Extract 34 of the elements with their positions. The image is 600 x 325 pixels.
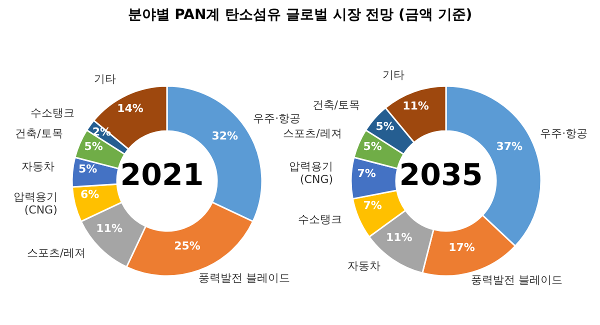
slice-label: 자동차 bbox=[21, 159, 54, 172]
data-label: 14% bbox=[117, 102, 144, 116]
slice-label: 스포츠/레져 bbox=[283, 126, 342, 140]
data-label: 5% bbox=[84, 140, 103, 153]
slice-label: 수소탱크 bbox=[30, 106, 75, 120]
data-label: 11% bbox=[402, 99, 429, 112]
slice-label: 기타 bbox=[94, 72, 116, 85]
data-label: 25% bbox=[174, 240, 200, 253]
slice-label: 압력용기 (CNG) bbox=[13, 190, 58, 216]
slice-label: 압력용기 (CNG) bbox=[289, 160, 334, 186]
data-label: 17% bbox=[448, 241, 475, 254]
slice-label: 풍력발전 블레이드 bbox=[471, 273, 563, 286]
data-label: 5% bbox=[363, 140, 382, 153]
slice-label: 스포츠/레져 bbox=[26, 246, 86, 259]
data-label: 37% bbox=[496, 140, 523, 153]
slice-label: 우주·항공 bbox=[540, 126, 588, 140]
data-label: 11% bbox=[96, 222, 122, 236]
data-label: 32% bbox=[212, 130, 238, 143]
slice-label: 건축/토목 bbox=[15, 126, 63, 140]
data-label: 5% bbox=[376, 120, 394, 134]
slice-label: 우주·항공 bbox=[253, 112, 301, 125]
slice-label: 수소탱크 bbox=[298, 212, 342, 226]
slice-label: 풍력발전 블레이드 bbox=[198, 271, 290, 284]
data-label: 11% bbox=[386, 231, 412, 244]
chart-title: 분야별 PAN계 탄소섬유 글로벌 시장 전망 (금액 기준) bbox=[126, 6, 474, 24]
data-label: 6% bbox=[80, 188, 100, 202]
data-label: 7% bbox=[357, 167, 376, 180]
slice-label: 자동차 bbox=[347, 258, 380, 272]
slice-label: 건축/토목 bbox=[312, 98, 360, 112]
data-label: 5% bbox=[78, 162, 98, 176]
text: 2021 bbox=[119, 157, 205, 195]
slice-label: 기타 bbox=[382, 68, 404, 81]
text: 2035 bbox=[398, 157, 484, 195]
data-label: 7% bbox=[363, 199, 382, 212]
